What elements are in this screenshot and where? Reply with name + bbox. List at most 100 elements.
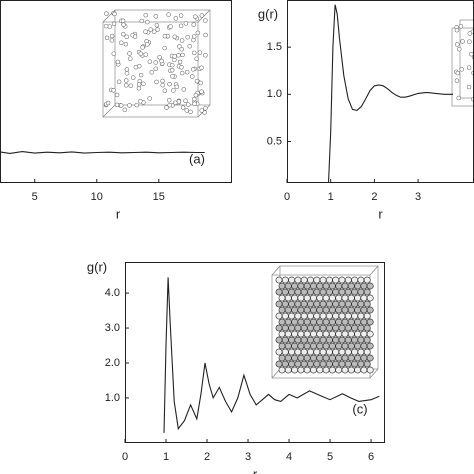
particle [143, 52, 148, 57]
particle [281, 276, 289, 284]
particle [275, 312, 283, 320]
particle [360, 318, 368, 326]
particle [354, 306, 361, 314]
particle [313, 300, 321, 308]
y-tick-label: 4.0 [105, 287, 120, 299]
particle [121, 22, 126, 27]
particle [300, 348, 308, 356]
particle [341, 342, 349, 350]
particle [166, 12, 171, 17]
particle [116, 79, 122, 85]
y-tick-label: 1.5 [267, 41, 282, 53]
particle [338, 288, 346, 296]
particle [316, 330, 324, 338]
x-tick-label: 6 [368, 451, 374, 463]
particle [147, 96, 152, 101]
particle [281, 288, 289, 296]
particle [179, 65, 184, 70]
particle [131, 75, 136, 80]
axes-frame [287, 0, 474, 183]
particle [112, 11, 117, 17]
particle [322, 282, 330, 290]
particle [133, 64, 139, 70]
particle [199, 89, 204, 94]
particle [148, 27, 153, 32]
x-tick-label: 1 [328, 191, 334, 203]
particle [313, 288, 321, 296]
particle [344, 300, 352, 308]
particle [303, 342, 311, 350]
particle [347, 306, 355, 314]
particle [332, 336, 340, 344]
particle [332, 348, 340, 356]
particle [347, 318, 355, 326]
particle [307, 312, 314, 320]
particle [332, 300, 340, 308]
particle [139, 18, 145, 24]
particle [300, 300, 308, 308]
particle [325, 348, 333, 356]
data-line [0, 151, 205, 154]
particle [307, 276, 314, 284]
particle [184, 108, 190, 113]
particle [310, 294, 317, 302]
particle [338, 324, 346, 332]
particle [303, 366, 311, 374]
particle [281, 336, 289, 344]
particle [351, 300, 358, 308]
inset-a [102, 9, 211, 118]
particle [357, 312, 365, 320]
particle [347, 354, 355, 362]
particle [179, 70, 185, 76]
particle [199, 13, 205, 18]
particle [303, 294, 311, 302]
particle [297, 318, 305, 326]
particle [322, 318, 330, 326]
particle [360, 306, 368, 314]
particle [351, 312, 358, 320]
x-tick-label: 10 [91, 191, 103, 203]
particle [145, 19, 150, 25]
particle [363, 312, 371, 320]
particle [291, 294, 298, 302]
particle [313, 312, 321, 320]
particle [278, 330, 286, 338]
particle [366, 330, 374, 338]
particle [132, 34, 138, 39]
particle [354, 318, 361, 326]
particle [173, 16, 179, 21]
particle [181, 87, 186, 92]
particle [186, 102, 191, 107]
particle [467, 39, 472, 44]
particle [288, 312, 295, 320]
particle [466, 65, 472, 70]
particle [332, 288, 340, 296]
particle [140, 45, 145, 50]
particle [184, 69, 190, 75]
particle [198, 80, 203, 86]
particle [191, 50, 197, 56]
particle [294, 324, 302, 332]
particle [351, 288, 358, 296]
particle [194, 78, 200, 84]
particle [122, 107, 128, 113]
particle [347, 342, 355, 350]
particle [288, 360, 295, 368]
particle [124, 67, 130, 72]
particle [288, 336, 295, 344]
particle [344, 288, 352, 296]
particle [185, 34, 190, 40]
particle [300, 360, 308, 368]
particle [307, 300, 314, 308]
particle [344, 276, 352, 284]
particle [338, 348, 346, 356]
particle [104, 35, 110, 41]
particle [128, 56, 133, 61]
particle [284, 282, 292, 290]
particle [155, 27, 160, 32]
particle [341, 282, 349, 290]
particle [366, 282, 374, 290]
particle [332, 360, 340, 368]
particle [123, 41, 129, 47]
particle [164, 105, 169, 110]
